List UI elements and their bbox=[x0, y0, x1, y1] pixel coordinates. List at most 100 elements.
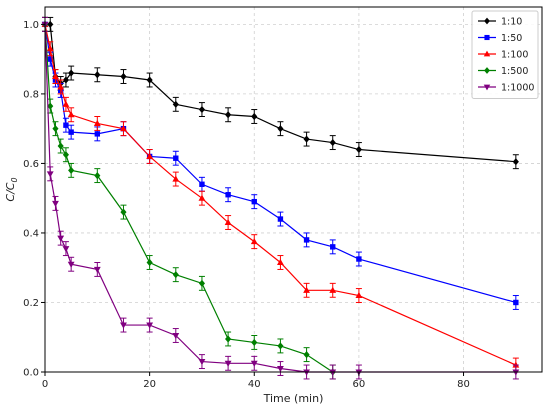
data-point bbox=[57, 142, 64, 150]
data-point bbox=[68, 129, 74, 135]
data-point bbox=[146, 76, 153, 84]
data-point bbox=[62, 246, 70, 253]
legend-marker bbox=[484, 17, 490, 25]
x-tick-label: 60 bbox=[353, 379, 366, 390]
x-tick-label: 0 bbox=[42, 379, 48, 390]
data-point bbox=[62, 100, 70, 107]
legend-item-1-10: 1:10 bbox=[478, 17, 522, 28]
data-point bbox=[173, 155, 179, 161]
y-axis-label-subscript: 0 bbox=[10, 177, 19, 182]
legend-marker bbox=[484, 67, 490, 74]
data-point bbox=[225, 335, 232, 343]
data-point bbox=[52, 72, 59, 80]
legend-marker bbox=[484, 34, 490, 41]
data-point bbox=[62, 151, 69, 159]
data-point bbox=[251, 338, 258, 347]
y-tick-label: 0.0 bbox=[23, 368, 39, 379]
legend-label: 1:100 bbox=[501, 50, 528, 61]
data-point bbox=[250, 360, 258, 367]
legend-item-1-1000: 1:1000 bbox=[478, 83, 534, 94]
data-point bbox=[47, 20, 54, 28]
y-axis-label: C/C0 bbox=[4, 177, 19, 201]
data-point bbox=[94, 71, 101, 79]
data-point bbox=[93, 119, 101, 126]
data-point bbox=[512, 158, 519, 166]
data-point bbox=[303, 135, 310, 143]
data-point bbox=[172, 332, 180, 340]
series-line-1-500 bbox=[44, 24, 334, 373]
data-point bbox=[146, 258, 153, 267]
data-point bbox=[146, 322, 154, 329]
data-point bbox=[93, 266, 101, 274]
legend-box bbox=[471, 10, 539, 99]
data-point bbox=[198, 105, 206, 114]
legend-label: 1:10 bbox=[501, 17, 522, 28]
data-point bbox=[513, 299, 519, 306]
legend-item-1-500: 1:500 bbox=[478, 66, 528, 77]
data-point bbox=[63, 122, 69, 128]
data-point bbox=[62, 76, 69, 84]
data-point bbox=[198, 194, 206, 201]
data-point bbox=[356, 256, 362, 262]
data-point bbox=[46, 171, 54, 178]
data-point bbox=[68, 69, 75, 77]
data-point bbox=[251, 112, 258, 121]
grid bbox=[44, 7, 542, 373]
legend-marker bbox=[483, 84, 491, 91]
series-line-1-10 bbox=[45, 23, 516, 163]
data-point bbox=[329, 138, 336, 147]
axis-ticks: 0 20 40 60 80 0.0 0.2 0.4 0.6 0.8 1.0 bbox=[23, 20, 470, 390]
series-layer bbox=[41, 16, 520, 380]
data-point bbox=[94, 131, 101, 137]
y-tick-label: 0.8 bbox=[23, 89, 39, 100]
data-point bbox=[198, 279, 206, 287]
data-point bbox=[68, 166, 75, 174]
data-point bbox=[199, 181, 205, 187]
data-point bbox=[57, 83, 65, 90]
data-point bbox=[224, 218, 232, 226]
data-point bbox=[303, 286, 310, 293]
data-point bbox=[277, 258, 284, 266]
data-point bbox=[172, 271, 179, 279]
legend-label: 1:50 bbox=[501, 33, 522, 44]
legend-marker bbox=[483, 50, 491, 57]
data-point bbox=[120, 208, 127, 216]
data-point bbox=[277, 216, 284, 222]
series-1-10 bbox=[41, 16, 519, 170]
data-point bbox=[172, 100, 179, 108]
data-point bbox=[303, 369, 310, 376]
x-tick-label: 40 bbox=[248, 379, 261, 390]
data-point bbox=[225, 111, 232, 119]
data-point bbox=[47, 56, 53, 62]
data-point bbox=[52, 200, 59, 208]
x-axis-label: Time (min) bbox=[263, 392, 324, 405]
data-point bbox=[198, 359, 206, 366]
data-point bbox=[225, 192, 231, 198]
data-point bbox=[303, 351, 310, 359]
x-tick-label: 20 bbox=[143, 379, 156, 390]
data-point bbox=[120, 125, 127, 132]
data-point bbox=[67, 261, 75, 268]
plot-frame bbox=[44, 6, 543, 373]
legend: 1:10 1:50 1:100 1:500 1:1000 bbox=[471, 10, 539, 99]
data-point bbox=[329, 369, 337, 376]
data-point bbox=[146, 152, 154, 159]
legend-item-1-50: 1:50 bbox=[478, 33, 522, 44]
data-point bbox=[355, 145, 362, 154]
legend-item-1-100: 1:100 bbox=[478, 50, 528, 61]
y-axis-label-main: C/C bbox=[4, 182, 17, 201]
series-1-500 bbox=[41, 16, 336, 380]
data-point bbox=[120, 72, 127, 81]
y-tick-label: 1.0 bbox=[23, 20, 39, 31]
x-tick-label: 80 bbox=[457, 379, 470, 390]
data-point bbox=[330, 244, 336, 250]
data-point bbox=[67, 111, 75, 118]
data-point bbox=[512, 361, 520, 368]
data-point bbox=[277, 125, 284, 133]
series-1-100 bbox=[41, 16, 520, 373]
data-point bbox=[251, 198, 257, 205]
data-point bbox=[224, 360, 232, 367]
data-point bbox=[329, 286, 337, 293]
y-tick-label: 0.2 bbox=[23, 298, 39, 309]
